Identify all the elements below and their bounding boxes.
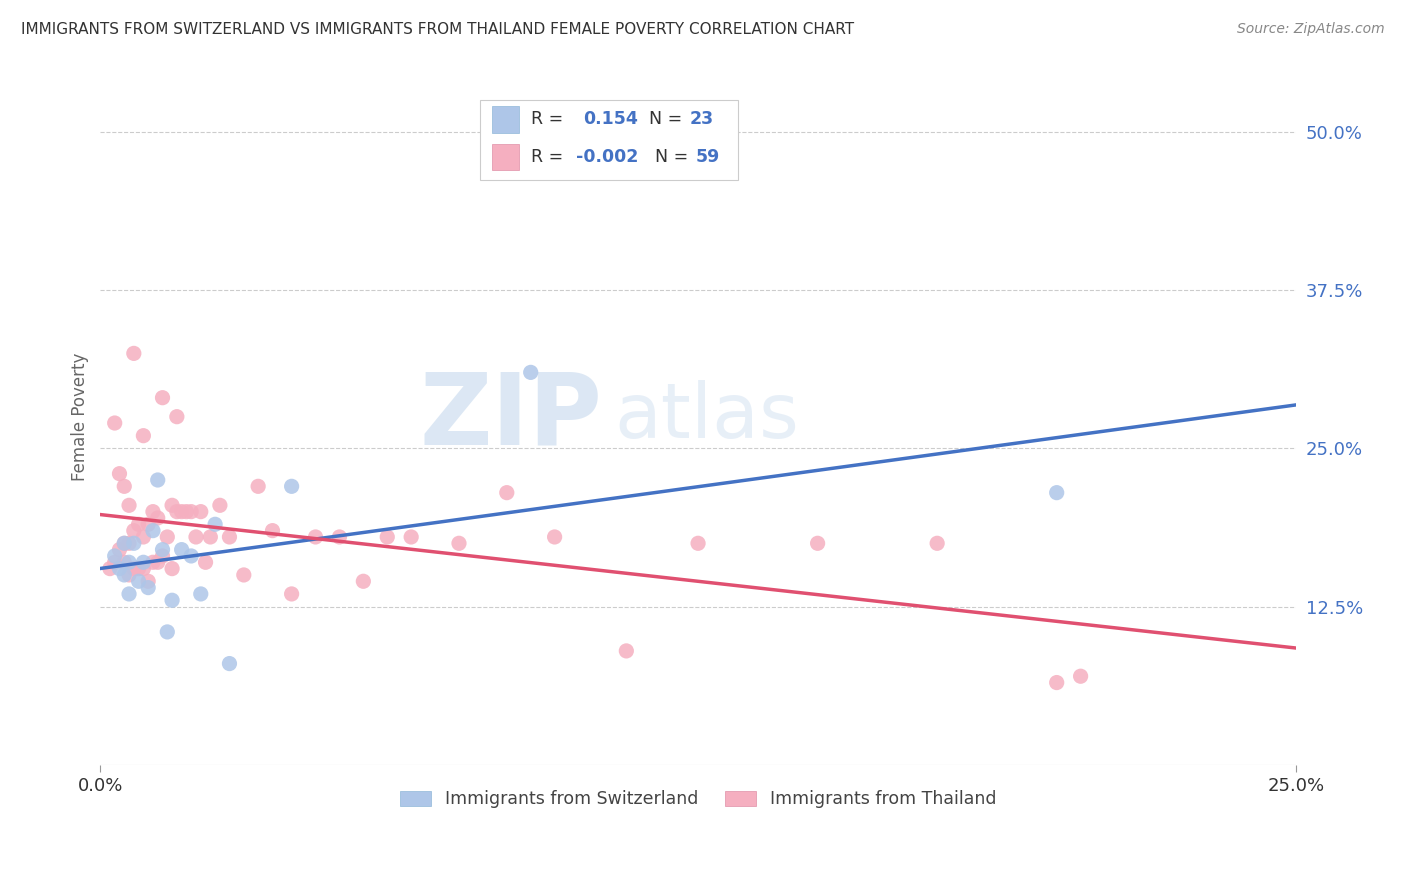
Point (118, 568, 141, 582)
Point (118, 498, 141, 512)
Point (262, 524, 284, 538)
Text: -0.002: -0.002 (576, 148, 638, 166)
Point (156, 624, 179, 639)
Point (118, 536, 141, 550)
Point (519, 365, 541, 379)
Point (447, 536, 470, 550)
Point (142, 505, 165, 519)
Text: N =: N = (644, 148, 695, 166)
Point (112, 555, 135, 569)
Text: IMMIGRANTS FROM SWITZERLAND VS IMMIGRANTS FROM THAILAND FEMALE POVERTY CORRELATI: IMMIGRANTS FROM SWITZERLAND VS IMMIGRANT… (21, 22, 855, 37)
Text: Source: ZipAtlas.com: Source: ZipAtlas.com (1237, 22, 1385, 37)
Point (132, 561, 155, 575)
Point (112, 568, 135, 582)
Point (142, 555, 165, 569)
Point (118, 555, 141, 569)
Point (166, 409, 188, 424)
Point (160, 593, 183, 607)
Point (180, 505, 202, 519)
Point (136, 574, 159, 589)
Text: R =: R = (530, 111, 574, 128)
Text: N =: N = (638, 111, 688, 128)
Point (142, 524, 165, 538)
Point (156, 530, 179, 544)
Text: 0.154: 0.154 (583, 111, 638, 128)
Point (543, 530, 565, 544)
Point (176, 505, 198, 519)
Point (280, 587, 302, 601)
Point (146, 555, 169, 569)
Point (104, 549, 127, 563)
Point (146, 473, 169, 487)
Point (122, 524, 145, 538)
Point (128, 574, 150, 589)
Point (304, 530, 326, 544)
Point (160, 561, 183, 575)
Point (132, 428, 155, 442)
Point (118, 587, 141, 601)
Text: 59: 59 (696, 148, 720, 166)
Point (128, 517, 150, 532)
Point (166, 505, 188, 519)
Point (375, 530, 398, 544)
Point (122, 346, 145, 360)
Point (194, 555, 217, 569)
Point (927, 536, 949, 550)
Point (108, 542, 131, 557)
Point (136, 517, 159, 532)
Point (104, 555, 127, 569)
Point (184, 530, 207, 544)
Point (122, 561, 145, 575)
Point (247, 479, 270, 493)
Point (152, 542, 174, 557)
Point (132, 530, 155, 544)
Point (136, 581, 159, 595)
Point (152, 391, 174, 405)
Point (132, 555, 155, 569)
Point (1046, 675, 1069, 690)
Point (328, 530, 350, 544)
Point (170, 505, 193, 519)
Point (108, 561, 131, 575)
Point (112, 536, 135, 550)
Point (208, 498, 231, 512)
Point (122, 536, 145, 550)
Point (160, 498, 183, 512)
Point (399, 530, 422, 544)
Point (204, 517, 226, 532)
Text: R =: R = (530, 148, 568, 166)
Point (98, 561, 121, 575)
FancyBboxPatch shape (492, 144, 519, 170)
Point (112, 479, 135, 493)
Point (218, 530, 240, 544)
Point (128, 561, 150, 575)
Point (108, 467, 131, 481)
Point (280, 479, 302, 493)
Y-axis label: Female Poverty: Female Poverty (72, 352, 89, 481)
Point (218, 657, 240, 671)
Text: 23: 23 (690, 111, 714, 128)
Point (112, 536, 135, 550)
Point (1046, 485, 1069, 500)
Point (146, 511, 169, 525)
Point (686, 536, 709, 550)
Point (232, 568, 254, 582)
FancyBboxPatch shape (481, 100, 738, 180)
Point (190, 587, 212, 601)
Point (190, 505, 212, 519)
Text: ZIP: ZIP (419, 368, 602, 466)
Point (1070, 669, 1092, 683)
Legend: Immigrants from Switzerland, Immigrants from Thailand: Immigrants from Switzerland, Immigrants … (394, 783, 1002, 815)
Point (807, 536, 830, 550)
Point (495, 485, 517, 500)
Point (200, 530, 222, 544)
Point (180, 549, 202, 563)
FancyBboxPatch shape (492, 106, 519, 133)
Text: atlas: atlas (614, 380, 799, 454)
Point (152, 549, 174, 563)
Point (104, 416, 127, 430)
Point (614, 644, 637, 658)
Point (170, 542, 193, 557)
Point (352, 574, 374, 589)
